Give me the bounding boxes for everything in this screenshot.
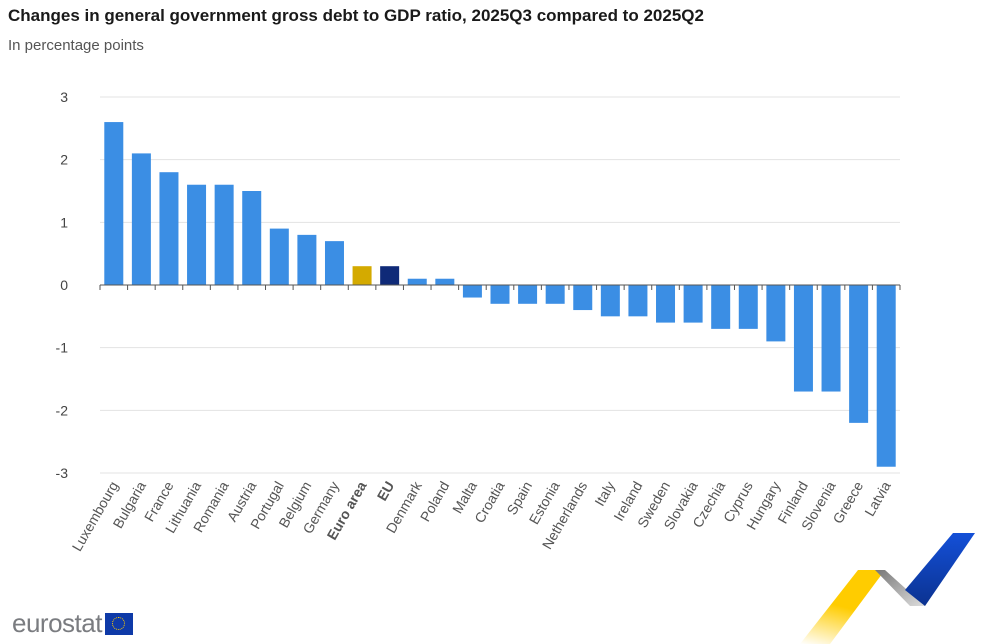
bar-estonia [545, 285, 565, 304]
eurostat-logo-text: eurostat [12, 608, 102, 638]
bar-greece [849, 285, 869, 423]
bar-lithuania [187, 184, 207, 285]
x-tick-label: EU [374, 479, 398, 504]
y-tick-label: 1 [60, 214, 68, 230]
y-tick-label: 2 [60, 152, 68, 168]
bar-ireland [628, 285, 648, 317]
bar-cyprus [738, 285, 758, 329]
bar-belgium [297, 234, 317, 285]
bar-bulgaria [131, 153, 151, 285]
bar-romania [214, 184, 234, 285]
bar-malta [462, 285, 482, 298]
y-tick-label: 3 [60, 89, 68, 105]
y-tick-label: -1 [56, 340, 69, 356]
y-tick-label: -3 [56, 465, 69, 481]
y-tick-label: 0 [60, 277, 68, 293]
bar-hungary [766, 285, 786, 342]
bar-slovakia [683, 285, 703, 323]
bar-germany [324, 241, 344, 285]
x-tick-label: Italy [591, 479, 618, 509]
bar-czechia [711, 285, 731, 329]
y-tick-label: -2 [56, 402, 69, 418]
bar-eu [380, 266, 400, 285]
bar-euro-area [352, 266, 372, 285]
eurostat-logo: eurostat [12, 608, 133, 639]
x-tick-label: Latvia [861, 478, 894, 519]
bar-poland [435, 278, 455, 285]
bar-slovenia [821, 285, 841, 392]
bar-latvia [876, 285, 896, 467]
bar-denmark [407, 278, 427, 285]
bar-france [159, 172, 179, 285]
chart-subtitle: In percentage points [8, 37, 144, 54]
bar-austria [242, 191, 262, 285]
bar-spain [518, 285, 538, 304]
bar-finland [793, 285, 813, 392]
bar-sweden [656, 285, 676, 323]
chart-title: Changes in general government gross debt… [8, 6, 704, 25]
bar-portugal [269, 228, 289, 285]
bar-italy [600, 285, 620, 317]
bar-netherlands [573, 285, 593, 311]
eu-flag-icon [104, 612, 133, 635]
bar-luxembourg [104, 122, 124, 285]
bar-croatia [490, 285, 510, 304]
